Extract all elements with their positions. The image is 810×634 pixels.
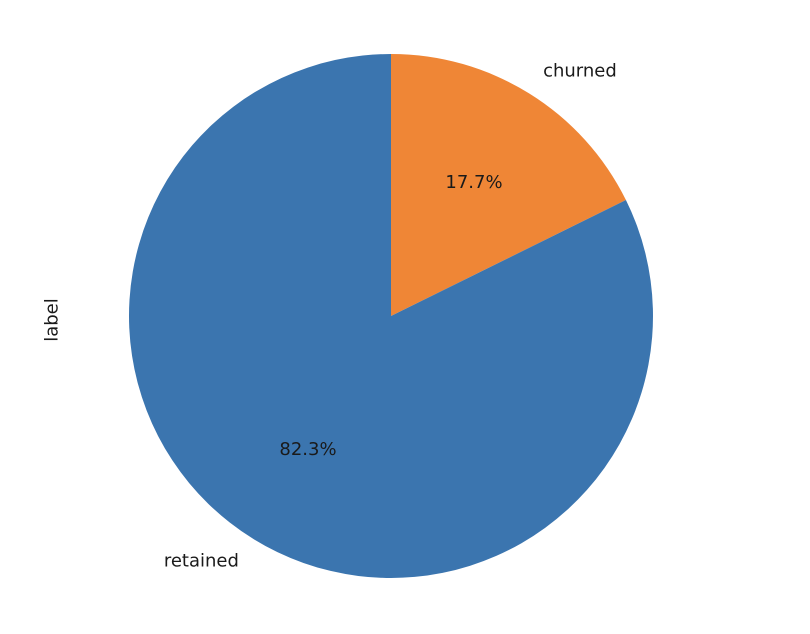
slice-label-churned: churned [543, 61, 617, 82]
slice-percent-churned: 17.7% [445, 172, 502, 193]
y-axis-label: label [42, 298, 63, 342]
slice-percent-retained: 82.3% [279, 439, 336, 460]
pie-labels: churned 17.7% retained 82.3% [164, 61, 617, 572]
pie-slices [128, 54, 653, 578]
pie-slice-retained [128, 54, 653, 578]
pie-slice-churned [391, 54, 626, 316]
slice-label-retained: retained [164, 550, 239, 571]
